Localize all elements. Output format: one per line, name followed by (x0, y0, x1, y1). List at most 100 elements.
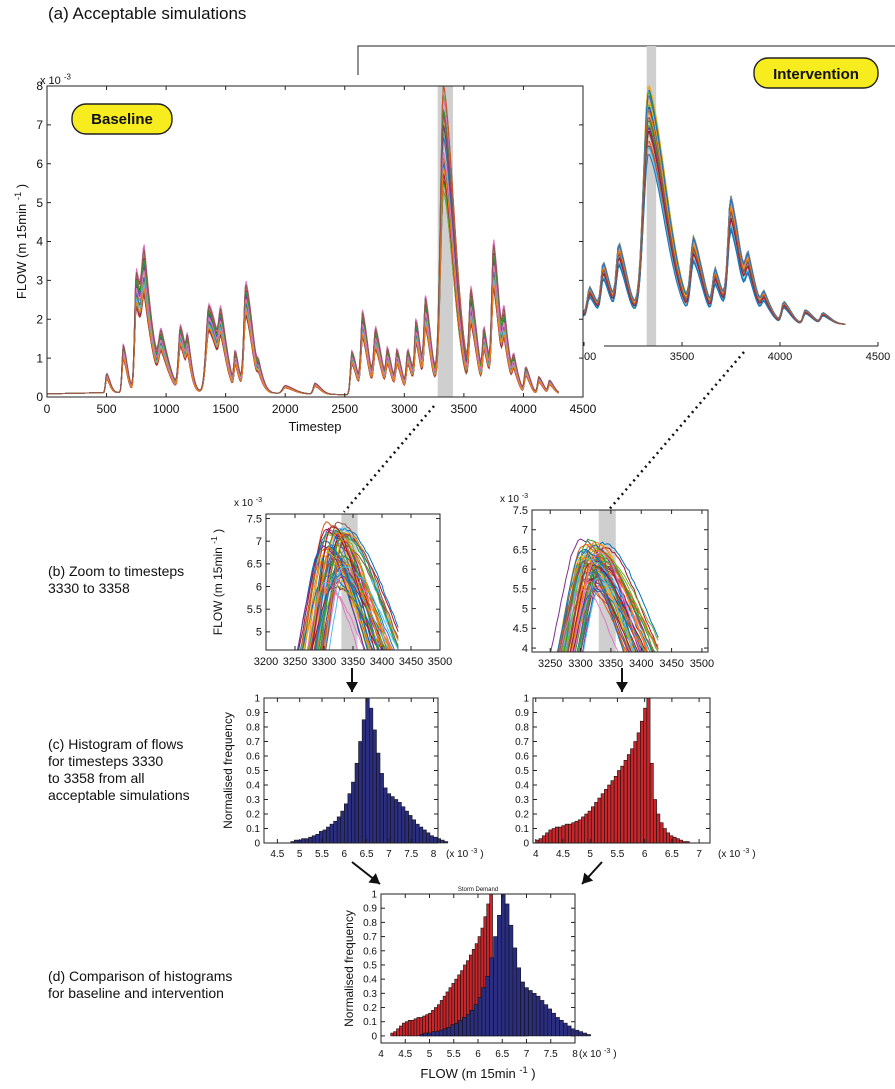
hist-bar (311, 835, 317, 844)
x-tick-label: 2500 (331, 402, 358, 416)
hist-bar (433, 836, 438, 844)
x-tick-label: 2000 (272, 402, 299, 416)
y-tick-label: 0.2 (246, 810, 260, 821)
hist-bar-baseline (431, 1031, 436, 1037)
zoom-sim-line (319, 551, 394, 650)
y-tick-label: 6.5 (513, 544, 528, 556)
x-tick-label: 5.5 (447, 1049, 461, 1060)
hist-bar (379, 773, 384, 844)
hist-bar-baseline (574, 1029, 580, 1037)
chart-title: Storm Demand (458, 887, 498, 893)
hist-bar (426, 832, 431, 844)
y-tick-label: 3 (36, 274, 43, 288)
y-tick-label: 7 (256, 536, 262, 548)
y-tick-label: 0.6 (363, 946, 377, 957)
chart-d-comparison: 4 4.5 5 5.5 6 6.5 7 7.5 8 0 0.1 0.2 0.3 0.4 0.5 0.6 0.7 0… (342, 887, 617, 1081)
hist-bar-baseline (466, 1014, 471, 1037)
y-tick-label: 7 (36, 118, 43, 132)
zoom-sim-line (567, 562, 648, 652)
zoom-sim-line (296, 545, 366, 650)
hist-bar (568, 823, 572, 844)
y-axis-label: Normalised frequency (342, 910, 356, 1027)
zoom-sim-line (559, 588, 619, 652)
hist-bar (636, 732, 641, 844)
hist-bar (623, 760, 628, 844)
x-tick-label: 3500 (690, 658, 714, 670)
x-tick-label: 3450 (659, 658, 683, 670)
hist-bar (594, 802, 599, 844)
hist-bar (639, 720, 644, 844)
x-tick-label: 3350 (341, 656, 365, 668)
zoom-sim-line (314, 527, 399, 650)
y-tick-label: 0.9 (246, 708, 260, 719)
x-tick-label: 3500 (670, 351, 694, 363)
hist-bar (581, 816, 586, 844)
zoom-sim-line (578, 575, 656, 652)
hist-bar-baseline (508, 924, 514, 1037)
hist-bar (329, 823, 334, 844)
hist-bar (386, 793, 392, 844)
hist-bar (672, 836, 677, 844)
hist-bar-baseline (446, 1027, 452, 1037)
chart-c-baseline: 4.5 5 5.5 6 6.5 7 7.5 8 0 0.1 0.2 0.3 0.4 0.5 0.6 0.7 0.… (221, 694, 484, 861)
hist-bar (365, 697, 370, 844)
hist-bar (551, 828, 556, 844)
hist-bar (336, 816, 342, 844)
hist-bar-baseline (504, 903, 510, 1037)
hist-bar-baseline (469, 1010, 475, 1037)
hist-bar (538, 838, 543, 844)
hist-bar (675, 838, 680, 844)
y-tick-label: 6 (256, 581, 262, 593)
hist-bar-baseline (528, 990, 533, 1037)
zoom-sim-line (566, 578, 630, 652)
hist-bar-intervention (428, 1012, 432, 1037)
hist-bar-intervention (399, 1025, 403, 1037)
hist-bar-baseline (566, 1025, 572, 1037)
x-tick-label: 5 (297, 849, 303, 860)
hist-bar (564, 823, 569, 844)
y-tick-label: 0.5 (246, 766, 260, 777)
label-b: (b) Zoom to timesteps 3330 to 3358 (48, 563, 185, 596)
hist-bar-baseline (497, 914, 502, 1037)
zoom-sim-line (567, 580, 646, 652)
x-tick-label: 500 (97, 402, 117, 416)
y-tick-label: 4 (36, 235, 43, 249)
zoom-sim-line (306, 581, 359, 650)
hist-bar (344, 803, 349, 844)
y-tick-label: 0.5 (515, 766, 529, 777)
arrow-head (616, 682, 628, 692)
hist-bar (358, 741, 363, 844)
y-tick-label: 0.8 (363, 918, 377, 929)
chart-b-baseline: 3200 3250 3300 3350 3400 3450 3500 5 5.5 6 6.5 7 7.5… (209, 495, 452, 668)
x-unit-label: (x 10 -3 ) (446, 846, 484, 860)
hist-bar-intervention (419, 1017, 424, 1037)
hist-bar (333, 820, 338, 844)
y-tick-label: 0.6 (246, 752, 260, 763)
hist-bar (340, 810, 345, 844)
y-tick-label: 0.4 (363, 975, 377, 986)
axes-frame (531, 509, 709, 653)
zoom-sim-line (571, 552, 642, 652)
y-tick-label: 0.7 (363, 932, 377, 943)
y-tick-label: 0.9 (363, 904, 377, 915)
x-tick-label: 5 (587, 849, 593, 860)
hist-bar-baseline (435, 1031, 440, 1037)
hist-bar (401, 806, 406, 844)
hist-bar-baseline (481, 987, 487, 1037)
hist-bar (646, 697, 651, 844)
x-tick-label: 7 (386, 849, 392, 860)
x-unit-label: (x 10 -3 ) (718, 846, 756, 860)
hist-bar (443, 841, 449, 844)
y-tick-label: 8 (36, 79, 43, 93)
x-tick-label: 6 (475, 1049, 481, 1060)
y-exponent: x 10 -3 (40, 73, 71, 87)
zoom-connector-intervention (606, 351, 745, 513)
hist-bar (315, 833, 320, 844)
x-tick-label: 7.5 (404, 849, 418, 860)
zoom-sim-line (567, 544, 654, 652)
hist-bar (659, 822, 664, 844)
x-tick-label: 7 (696, 849, 702, 860)
x-tick-label: 3350 (599, 658, 623, 670)
hist-bar (555, 826, 559, 844)
